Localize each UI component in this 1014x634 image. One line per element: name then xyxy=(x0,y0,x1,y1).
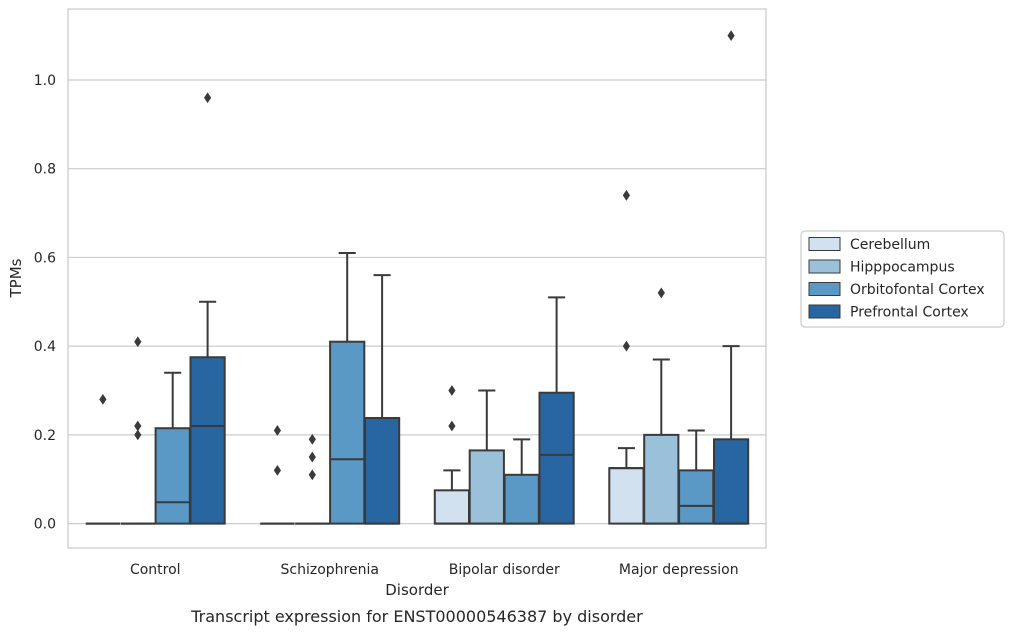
outlier-point xyxy=(622,189,630,201)
outlier-point xyxy=(308,433,316,445)
box-hipppocampus xyxy=(295,433,330,525)
legend-label: Orbitofontal Cortex xyxy=(850,282,985,298)
outlier-point xyxy=(273,425,281,436)
legend-swatch xyxy=(808,304,841,319)
outlier-point xyxy=(134,429,142,441)
outlier-point xyxy=(308,451,316,463)
x-tick-label: Major depression xyxy=(619,562,739,578)
chart-caption: Transcript expression for ENST0000054638… xyxy=(190,607,643,626)
box-hipppocampus xyxy=(120,336,155,525)
outlier-point xyxy=(308,469,316,481)
y-axis-label: TPMs xyxy=(7,258,25,298)
box-body xyxy=(678,469,715,525)
outlier-point xyxy=(99,393,107,405)
x-axis-label: Disorder xyxy=(385,581,449,599)
box-hipppocampus xyxy=(643,287,680,525)
outlier-point xyxy=(727,30,735,42)
x-axis-ticks: Control Schizophrenia Bipolar disorder Majo… xyxy=(130,562,739,578)
outlier-point xyxy=(657,287,665,299)
y-tick-label: 0.4 xyxy=(34,339,56,355)
box-cerebellum xyxy=(85,393,121,525)
outlier-point xyxy=(448,420,456,432)
legend-swatch xyxy=(808,237,841,251)
box-hipppocampus xyxy=(468,389,505,525)
box-body xyxy=(329,340,366,525)
box-body xyxy=(712,438,750,525)
outlier-point xyxy=(204,92,212,104)
box-prefrontal-cortex xyxy=(538,296,575,525)
box-orbitofontal-cortex xyxy=(154,371,191,525)
y-axis-ticks: 0.0 0.2 0.4 0.6 0.8 1.0 xyxy=(34,73,56,533)
legend-label: Hipppocampus xyxy=(850,260,955,276)
x-tick-label: Control xyxy=(130,562,181,578)
x-tick-label: Bipolar disorder xyxy=(449,562,560,578)
box-body xyxy=(503,473,540,525)
box-body xyxy=(538,391,575,525)
box-body xyxy=(154,427,191,525)
y-tick-label: 0.6 xyxy=(34,250,56,266)
y-tick-label: 0.0 xyxy=(34,517,56,533)
legend-swatch xyxy=(808,282,841,296)
y-tick-label: 1.0 xyxy=(34,73,56,89)
box-orbitofontal-cortex xyxy=(678,429,715,525)
box-body xyxy=(433,489,471,525)
y-tick-label: 0.8 xyxy=(34,162,56,178)
outlier-point xyxy=(134,420,142,432)
box-orbitofontal-cortex xyxy=(329,251,366,525)
box-cerebellum xyxy=(433,385,471,525)
legend: Cerebellum Hipppocampus Orbitofontal Corte… xyxy=(800,230,1005,328)
box-cerebellum xyxy=(608,189,645,525)
box-body xyxy=(189,356,226,525)
outlier-point xyxy=(273,464,281,476)
legend-label: Prefrontal Cortex xyxy=(850,305,969,321)
box-prefrontal-cortex xyxy=(363,274,401,525)
legend-label: Cerebellum xyxy=(850,237,930,253)
y-tick-label: 0.2 xyxy=(34,428,56,444)
box-body xyxy=(643,433,680,525)
box-body xyxy=(468,449,505,525)
box-prefrontal-cortex xyxy=(712,30,750,525)
box-groups xyxy=(85,30,750,525)
box-prefrontal-cortex xyxy=(189,92,226,525)
box-body xyxy=(608,467,645,525)
legend-frame xyxy=(800,230,1005,328)
box-body xyxy=(363,417,401,525)
plot-area-frame xyxy=(67,8,767,549)
x-tick-label: Schizophrenia xyxy=(281,562,379,578)
outlier-point xyxy=(134,336,142,348)
outlier-point xyxy=(622,340,630,352)
box-orbitofontal-cortex xyxy=(503,438,540,525)
legend-swatch xyxy=(808,259,841,274)
box-cerebellum xyxy=(260,425,295,525)
outlier-point xyxy=(448,385,456,396)
